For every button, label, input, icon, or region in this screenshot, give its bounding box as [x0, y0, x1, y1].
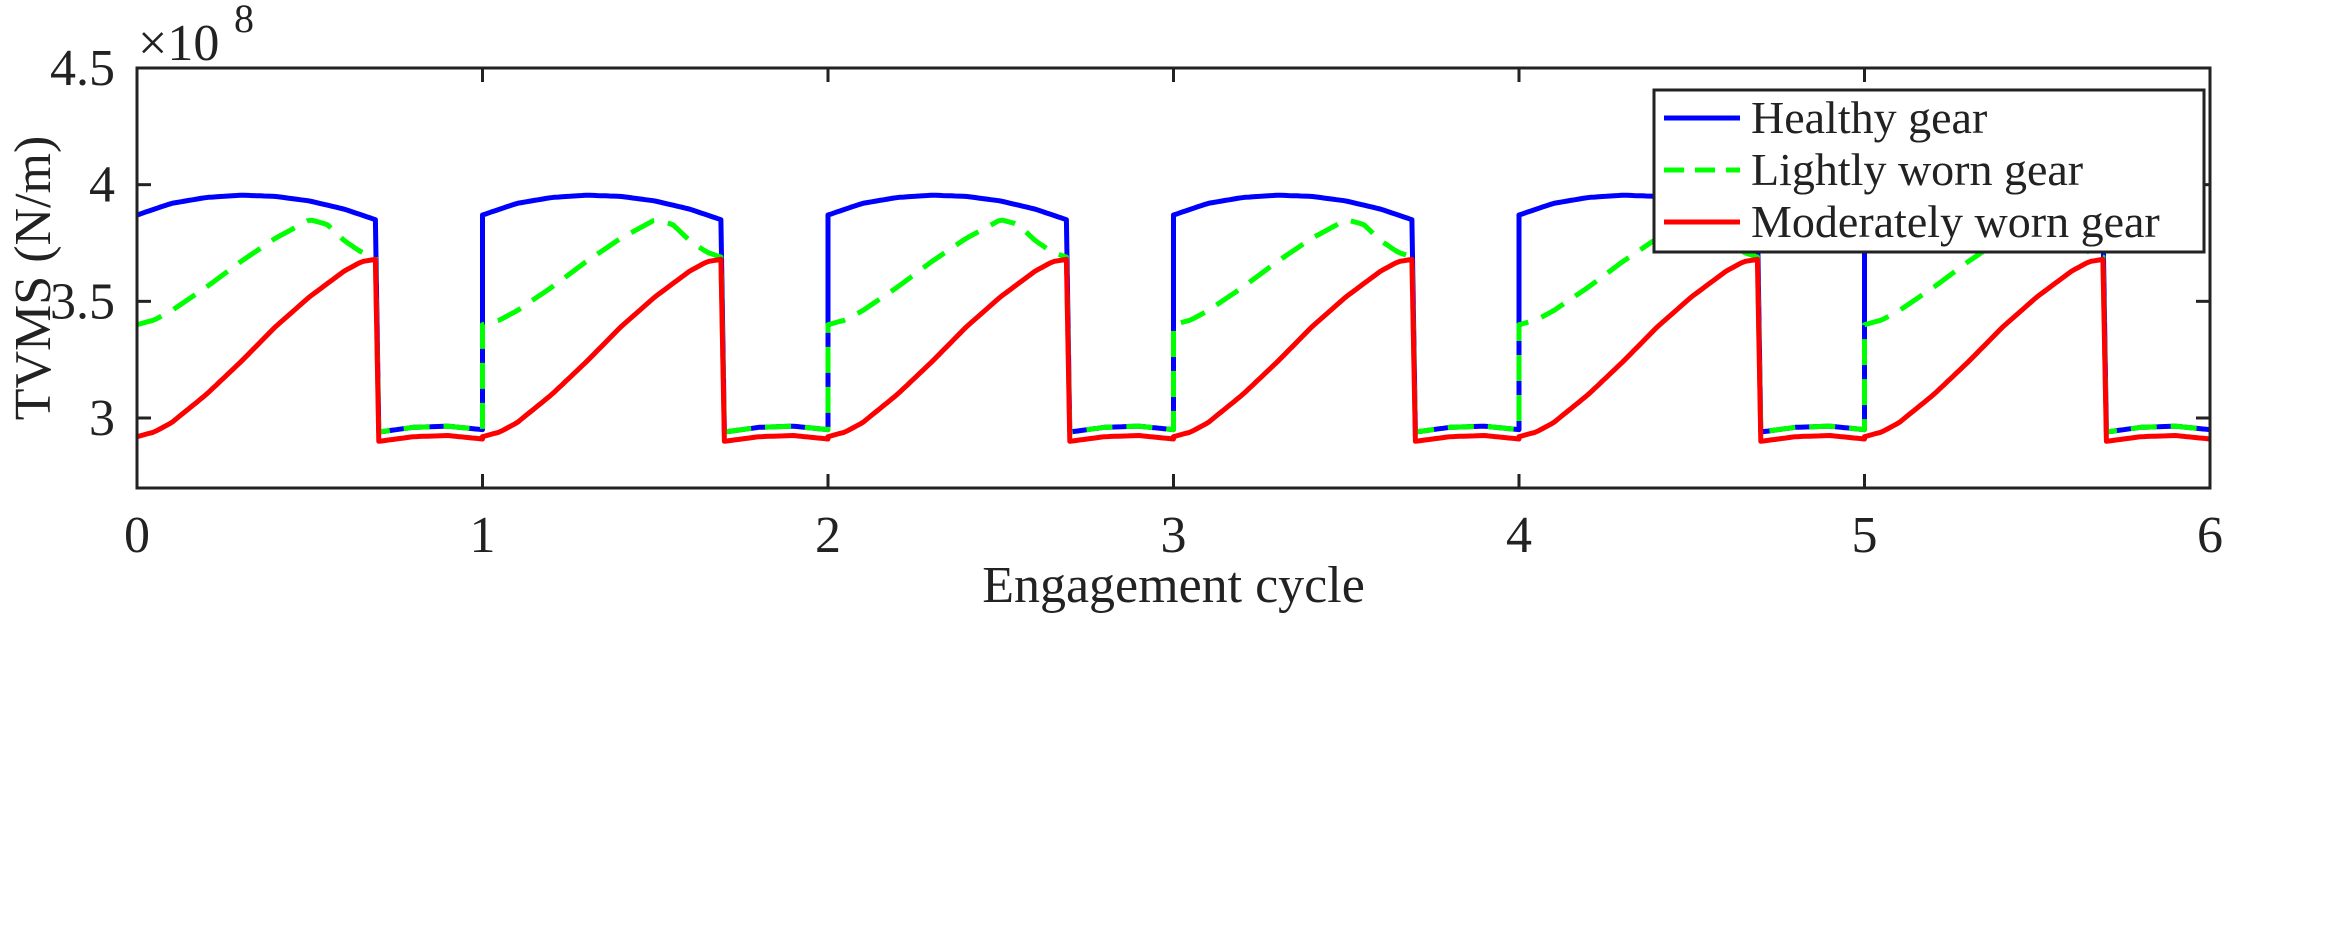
y-tick-label: 3.5	[50, 273, 115, 330]
x-axis-label: Engagement cycle	[982, 557, 1365, 614]
y-exponent-power: 8	[234, 0, 254, 41]
x-tick-label: 5	[1852, 507, 1878, 564]
x-tick-label: 3	[1161, 507, 1187, 564]
x-axis-ticks: 0 1 2 3 4 5 6	[124, 68, 2223, 564]
legend-label: Healthy gear	[1751, 92, 1987, 143]
x-tick-label: 1	[470, 507, 496, 564]
y-axis-ticks: 3 3.5 4 4.5	[50, 40, 2210, 447]
x-tick-label: 0	[124, 507, 150, 564]
y-tick-label: 3	[89, 390, 115, 447]
y-tick-label: 4	[89, 157, 115, 214]
legend-label: Lightly worn gear	[1751, 144, 2083, 195]
legend-box	[1652, 88, 2206, 254]
x-tick-label: 2	[815, 507, 841, 564]
y-exponent-base: ×10	[138, 15, 219, 72]
series-line-moderately-worn-gear	[137, 256, 2210, 444]
series-line-lightly-worn-gear	[137, 217, 2210, 435]
x-tick-label: 4	[1506, 507, 1532, 564]
y-tick-label: 4.5	[50, 40, 115, 97]
y-axis-exponent: ×10 8	[138, 0, 254, 72]
series-layer	[137, 192, 2210, 444]
y-axis-label: TVMS (N/m)	[5, 136, 62, 421]
legend-label: Moderately worn gear	[1751, 196, 2160, 247]
x-tick-label: 6	[2197, 507, 2223, 564]
